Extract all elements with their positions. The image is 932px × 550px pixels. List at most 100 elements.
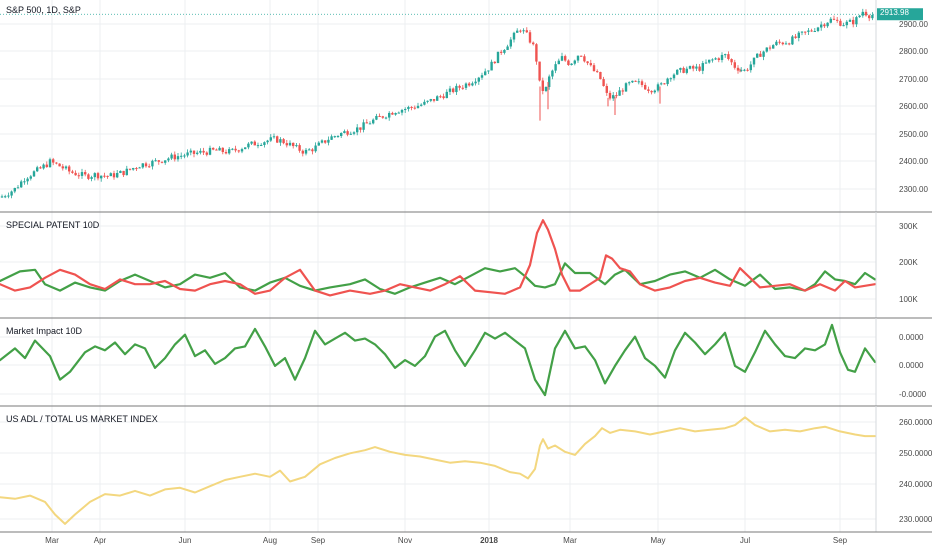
candle-body xyxy=(692,66,695,69)
candle-body xyxy=(71,171,74,173)
candle-body xyxy=(352,132,356,134)
candle-body xyxy=(228,149,231,154)
x-tick-label-5: Nov xyxy=(398,536,412,545)
candle-body xyxy=(480,75,484,78)
candle-body xyxy=(461,87,464,89)
x-tick-label-7: Mar xyxy=(563,536,577,545)
series-line-3-yellow xyxy=(0,416,876,525)
series-line-1-red xyxy=(0,219,877,297)
candle-body xyxy=(48,159,52,168)
candle-body xyxy=(276,136,279,143)
candle-body xyxy=(250,141,253,144)
candle-body xyxy=(551,70,554,77)
candle-body xyxy=(583,56,586,62)
candle-body xyxy=(589,63,592,66)
candle-body xyxy=(644,84,647,90)
candle-body xyxy=(330,136,333,140)
y-tick-label-1-0: 100K xyxy=(899,295,918,304)
candle-body xyxy=(157,160,160,162)
candle-body xyxy=(426,100,429,102)
candle-body xyxy=(468,83,471,86)
candle-body xyxy=(829,18,832,23)
y-tick-label-0-0: 2300.00 xyxy=(899,185,928,194)
y-tick-label-2-2: 0.0000 xyxy=(899,333,924,342)
candle-body xyxy=(138,167,141,169)
candle-body xyxy=(349,133,352,135)
candle-body xyxy=(285,143,288,146)
candle-body xyxy=(413,107,416,109)
candle-body xyxy=(855,17,858,25)
candle-body xyxy=(244,147,247,150)
candle-body xyxy=(736,67,740,71)
candle-body xyxy=(733,62,736,68)
candle-body xyxy=(308,149,311,151)
candle-body xyxy=(576,55,580,61)
candle-body xyxy=(64,166,68,169)
candle-body xyxy=(420,104,423,106)
candle-body xyxy=(346,131,349,135)
candle-body xyxy=(816,27,820,32)
candle-body xyxy=(599,71,602,80)
x-tick-label-9: Jul xyxy=(740,536,750,545)
candle-body xyxy=(522,30,525,32)
candle-body xyxy=(365,122,368,124)
candle-body xyxy=(528,32,532,43)
candle-body xyxy=(359,127,362,130)
candle-body xyxy=(525,30,528,33)
x-tick-label-10: Sep xyxy=(833,536,848,545)
candle-body xyxy=(605,85,608,93)
candle-body xyxy=(676,69,679,75)
candle-body xyxy=(32,171,36,177)
candle-body xyxy=(656,84,660,91)
candle-body xyxy=(96,173,100,179)
candle-body xyxy=(439,96,442,98)
candle-body xyxy=(823,24,826,27)
candle-body xyxy=(320,140,324,143)
candle-body xyxy=(298,145,301,151)
candle-body xyxy=(218,147,221,151)
candle-body xyxy=(557,60,560,65)
candle-body xyxy=(10,191,13,196)
candle-body xyxy=(663,83,666,85)
candle-body xyxy=(807,30,810,32)
candle-body xyxy=(256,145,260,147)
candle-body xyxy=(436,96,439,101)
candle-body xyxy=(327,139,330,143)
candle-body xyxy=(288,142,292,146)
candle-body xyxy=(100,175,103,179)
candle-body xyxy=(666,78,669,85)
y-tick-label-3-2: 250.0000 xyxy=(899,449,932,458)
candle-body xyxy=(685,68,688,73)
candle-body xyxy=(80,172,84,176)
candle-body xyxy=(141,163,144,168)
candle-body xyxy=(861,11,864,16)
candle-body xyxy=(660,83,663,85)
candle-body xyxy=(471,83,474,86)
candle-body xyxy=(333,136,336,138)
candle-body xyxy=(74,172,77,176)
candle-body xyxy=(516,30,519,33)
y-tick-label-1-2: 300K xyxy=(899,222,918,231)
candle-body xyxy=(500,51,503,53)
candle-body xyxy=(279,139,282,143)
y-tick-label-2-0: -0.0000 xyxy=(899,390,927,399)
candle-body xyxy=(208,147,212,155)
candle-body xyxy=(788,43,791,45)
candle-body xyxy=(813,31,816,33)
candle-body xyxy=(148,166,151,168)
candle-body xyxy=(378,115,381,117)
y-tick-label-0-2: 2500.00 xyxy=(899,130,928,139)
x-tick-label-8: May xyxy=(650,536,665,545)
candle-body xyxy=(631,80,634,83)
series-line-2-green xyxy=(0,323,877,397)
candle-body xyxy=(362,122,365,130)
candle-body xyxy=(608,92,612,99)
candle-body xyxy=(836,19,839,21)
candle-body xyxy=(842,25,845,27)
x-tick-label-1: Apr xyxy=(94,536,107,545)
candle-body xyxy=(388,112,391,118)
candle-body xyxy=(109,173,112,177)
candle-body xyxy=(852,19,855,25)
candle-body xyxy=(752,57,756,65)
candle-body xyxy=(477,77,480,82)
